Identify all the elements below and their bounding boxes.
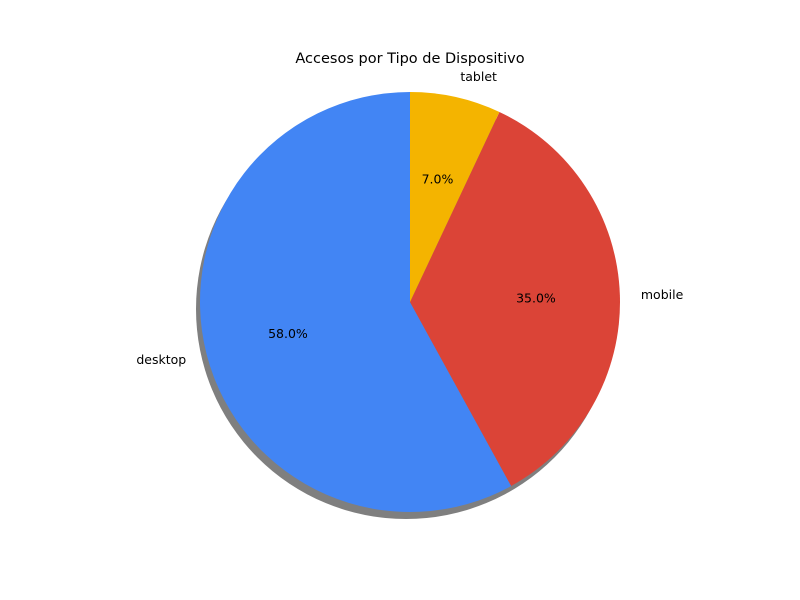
slice-label-desktop: desktop: [136, 352, 186, 367]
pie-slice-tablet: [410, 92, 500, 302]
pie-slice-mobile: [410, 111, 620, 487]
pie-slices: [199, 92, 620, 512]
chart-title: Accesos por Tipo de Dispositivo: [295, 51, 524, 67]
pct-label-tablet: 7.0%: [422, 172, 454, 187]
slice-label-tablet: tablet: [460, 69, 497, 84]
slice-label-mobile: mobile: [641, 287, 684, 302]
pie-slice-desktop: [199, 92, 512, 512]
pie-labels: desktop 58.0% mobile 35.0% tablet 7.0%: [136, 69, 683, 367]
pct-label-desktop: 58.0%: [268, 326, 308, 341]
pct-label-mobile: 35.0%: [516, 291, 556, 306]
